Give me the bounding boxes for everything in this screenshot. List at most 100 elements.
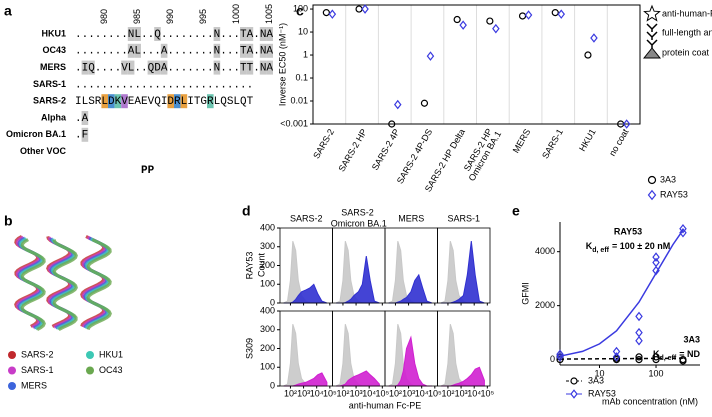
residue-highlight	[108, 94, 115, 109]
residue-highlight	[259, 43, 267, 58]
residue-highlight	[81, 60, 89, 75]
data-point	[679, 357, 687, 365]
x-tick-label: 10⁵	[375, 388, 389, 398]
data-point	[328, 9, 337, 19]
data-point	[361, 4, 369, 14]
data-point	[622, 119, 631, 129]
legend-label: 3A3	[588, 375, 604, 385]
residue-highlight	[81, 111, 89, 125]
data-point	[557, 9, 566, 19]
annotation-kd: Kd, eff = 100 ± 20 nM	[586, 241, 670, 253]
data-point	[652, 356, 660, 364]
residue-highlight	[134, 27, 141, 41]
ruler-label: 985	[132, 9, 142, 24]
residue-highlight	[101, 94, 108, 109]
x-tick-label: 10²	[336, 388, 349, 398]
annotation-title: 3A3	[683, 334, 700, 344]
row-label: SARS-2	[33, 96, 66, 106]
residue-highlight	[81, 127, 89, 142]
sequence: ........NL..Q........N...TA.NA	[75, 29, 273, 41]
panel-label: c	[296, 3, 304, 19]
residue-highlight	[121, 60, 128, 75]
residue-highlight	[88, 60, 95, 75]
column-title: SARS-1	[447, 213, 480, 223]
legend-label: 3A3	[660, 174, 676, 184]
data-point	[556, 349, 564, 359]
y-tick-label: 10	[298, 26, 308, 36]
row-label: RAY53	[244, 252, 254, 280]
y-axis-label: Inverse EC50 (nM⁻¹)	[277, 23, 287, 106]
x-tick-label: 100	[649, 368, 664, 378]
data-point	[679, 228, 687, 238]
legend-dot	[8, 351, 16, 359]
y-tick-label: 0	[270, 380, 275, 390]
data-point	[551, 9, 559, 17]
row-label: MERS	[40, 62, 66, 72]
y-axis-label: GFMI	[520, 282, 530, 305]
y-tick-label: 300	[260, 324, 275, 334]
row-label: S309	[244, 338, 254, 359]
residue-highlight	[147, 60, 155, 75]
icon-antibody	[646, 31, 658, 40]
helix	[52, 239, 78, 332]
residue-highlight	[213, 60, 221, 75]
legend-dot	[8, 366, 16, 375]
data-point	[459, 20, 467, 30]
sequence: .A	[75, 113, 89, 125]
kd-subscript: d, eff	[660, 355, 677, 362]
legend-label: RAY53	[588, 388, 616, 398]
legend-label: MERS	[21, 380, 47, 390]
ruler-label: 990	[165, 9, 175, 24]
data-point	[652, 257, 660, 268]
plot-frame	[312, 4, 641, 125]
legend-dot	[86, 351, 94, 359]
residue-highlight	[266, 43, 273, 58]
data-point	[388, 120, 396, 128]
panel-frame	[437, 310, 491, 387]
data-point	[652, 252, 660, 262]
residue-highlight	[180, 94, 188, 109]
legend-marker	[570, 389, 578, 399]
x-tick-label: 10⁵	[323, 388, 337, 398]
y-tick-label: 200	[260, 343, 275, 353]
sequence: .F	[75, 130, 88, 142]
data-point	[635, 311, 643, 322]
panel-label: b	[4, 213, 13, 229]
helix	[86, 238, 112, 331]
residue-highlight	[160, 43, 168, 58]
panel-label: e	[512, 203, 520, 219]
data-point	[393, 99, 402, 110]
row-label: OC43	[42, 45, 66, 55]
data-point	[420, 99, 429, 107]
legend-marker	[647, 189, 657, 201]
y-tick-label: 400	[260, 222, 275, 232]
x-tick-label: 10⁴	[362, 388, 376, 398]
row-label: Alpha	[41, 112, 67, 122]
legend-marker	[570, 377, 578, 385]
x-tick-label: 10⁵	[480, 388, 494, 398]
residue-highlight	[213, 43, 221, 58]
y-tick-label: 1	[303, 49, 308, 59]
y-tick-label: 100	[260, 362, 275, 372]
row-label: SARS-1	[33, 79, 66, 89]
data-point	[635, 335, 643, 346]
panel-label: d	[242, 203, 251, 219]
x-axis-label: anti-human Fc-PE	[349, 400, 422, 410]
y-tick-label: 300	[260, 241, 275, 251]
data-point	[679, 223, 687, 234]
data-point	[635, 353, 643, 361]
y-axis-label: Count	[256, 253, 266, 278]
kd-symbol: K	[653, 349, 660, 359]
residue-highlight	[127, 43, 135, 58]
sequence: .IQ....VL..QDA.......N...TT.NA	[75, 63, 273, 75]
data-point	[556, 356, 564, 364]
y-tick-label: 0.1	[295, 72, 308, 82]
data-point	[652, 265, 660, 276]
data-point	[524, 10, 533, 20]
fit-line	[559, 229, 684, 357]
pp-label: PP	[141, 165, 155, 177]
y-tick-label: 100	[293, 3, 308, 13]
data-point	[486, 17, 494, 25]
icon-label: full-length antibody	[662, 27, 712, 37]
